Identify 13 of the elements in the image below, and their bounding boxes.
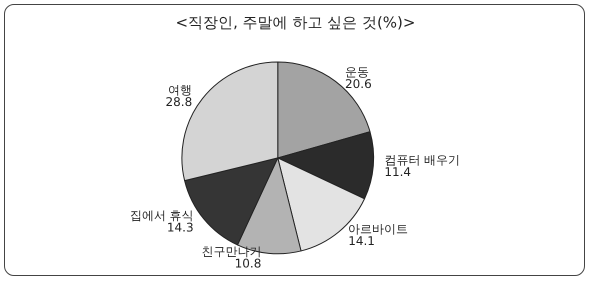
data-label: 14.1 [348, 234, 375, 248]
data-label: 10.8 [234, 256, 262, 270]
data-label: 11.4 [384, 165, 412, 180]
slice-label: 친구만나기 [201, 244, 262, 258]
slice-label: 여행 [168, 83, 192, 98]
data-label: 28.8 [166, 95, 192, 110]
data-label: 20.6 [344, 77, 372, 92]
slice-label: 집에서 휴식 [130, 208, 194, 222]
chart-title: <직장인, 주말에 하고 싶은 것(%)> [176, 14, 416, 32]
data-label: 14.3 [166, 220, 194, 234]
slice-label: 운동 [344, 65, 369, 80]
slice-label: 컴퓨터 배우기 [384, 153, 460, 168]
slice-label: 아르바이트 [348, 222, 408, 236]
